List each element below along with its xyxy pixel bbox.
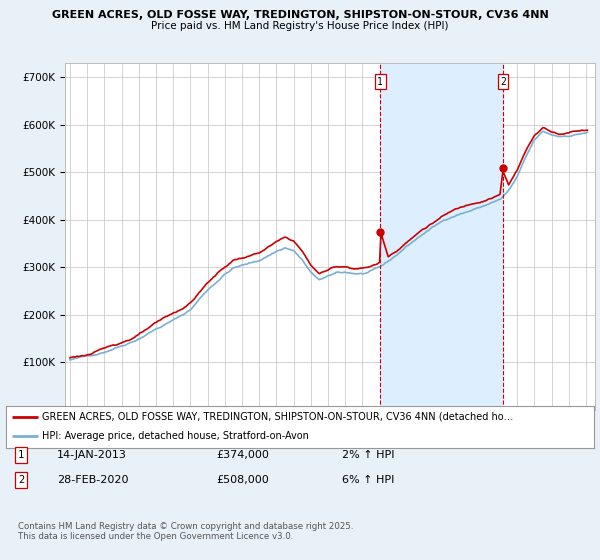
Text: £374,000: £374,000 — [216, 450, 269, 460]
Text: 2: 2 — [18, 475, 24, 485]
Text: HPI: Average price, detached house, Stratford-on-Avon: HPI: Average price, detached house, Stra… — [43, 431, 310, 441]
Text: 14-JAN-2013: 14-JAN-2013 — [57, 450, 127, 460]
Text: Price paid vs. HM Land Registry's House Price Index (HPI): Price paid vs. HM Land Registry's House … — [151, 21, 449, 31]
Text: 28-FEB-2020: 28-FEB-2020 — [57, 475, 128, 485]
Text: Contains HM Land Registry data © Crown copyright and database right 2025.
This d: Contains HM Land Registry data © Crown c… — [18, 522, 353, 542]
Bar — [380, 63, 503, 410]
Text: 6% ↑ HPI: 6% ↑ HPI — [342, 475, 394, 485]
Text: 2% ↑ HPI: 2% ↑ HPI — [342, 450, 395, 460]
Text: £508,000: £508,000 — [216, 475, 269, 485]
Text: 1: 1 — [377, 77, 383, 87]
Text: 1: 1 — [18, 450, 24, 460]
Text: 2: 2 — [500, 77, 506, 87]
Text: GREEN ACRES, OLD FOSSE WAY, TREDINGTON, SHIPSTON-ON-STOUR, CV36 4NN (detached ho: GREEN ACRES, OLD FOSSE WAY, TREDINGTON, … — [43, 412, 514, 422]
Text: GREEN ACRES, OLD FOSSE WAY, TREDINGTON, SHIPSTON-ON-STOUR, CV36 4NN: GREEN ACRES, OLD FOSSE WAY, TREDINGTON, … — [52, 10, 548, 20]
